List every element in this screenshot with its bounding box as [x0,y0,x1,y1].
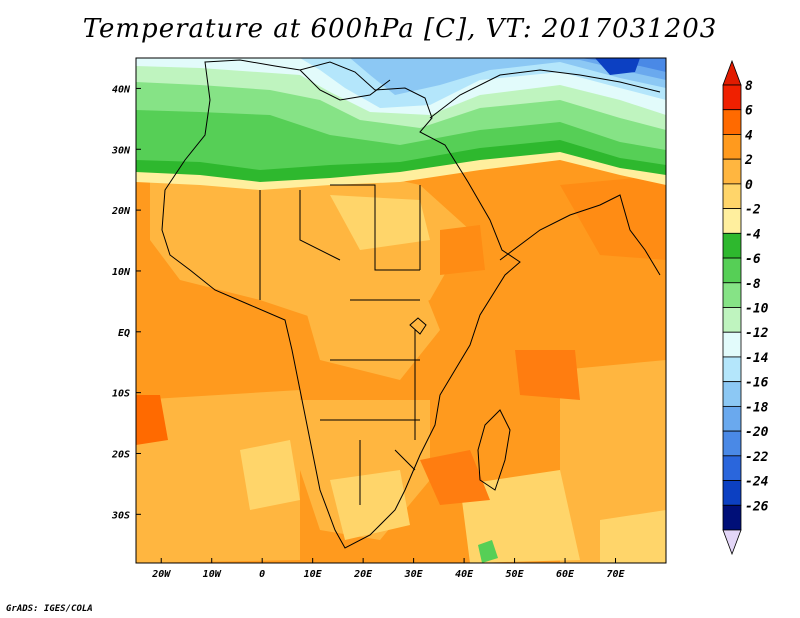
field-hot-spot-west [136,395,168,445]
colorbar-swatch [722,183,742,210]
colorbar-label: 4 [745,128,753,143]
colorbar-swatch [722,134,742,160]
credit-text: GrADS: IGES/COLA [6,604,93,614]
colorbar-swatch [722,405,742,432]
axis-ticks: 20W 10W 0 10E 20E 30E 40E 50E 60E 70E 40N 30N 20N 10N… [111,84,626,580]
lon-tick-label: 10E [304,569,323,580]
mediterranean-coast [299,69,391,101]
colorbar-label: -8 [745,277,761,292]
lon-tick-label: 40E [455,569,474,580]
field-pale-patch-4 [600,510,666,563]
lat-tick-label: 20S [111,449,130,460]
map-title: Temperature at 600hPa [C], VT: 201703120… [82,14,718,44]
field-indian-ocean-south [560,360,666,563]
field-central-africa [300,280,440,380]
field-pale-patch-2 [330,470,410,540]
lon-tick-label: 70E [606,569,625,580]
colorbar-label: -18 [745,400,769,415]
colorbar-swatch [722,455,742,481]
lake-victoria [409,317,427,335]
lon-tick-label: 20E [353,569,373,580]
lon-tick-label: 20W [151,569,171,580]
field-cold-core [595,58,640,75]
colorbar-swatch [722,257,742,284]
lon-tick-label: 10W [203,569,222,580]
field-hot-spot-mozambique [420,450,490,505]
field-green-spot [478,540,498,563]
asia-coast [499,194,661,276]
field-pale-patch-5 [330,195,430,250]
colorbar-label: 0 [745,178,753,193]
field-band-m16 [350,58,666,95]
colorbar-label: 6 [745,104,753,119]
colorbar: 8 6 4 2 0 -2 -4 -6 -8 -10 -12 -14 -16 -18 -20 -22 -24 -26 [722,59,769,556]
colorbar-swatch [722,307,742,333]
africa-coast [161,59,521,549]
colorbar-top-arrow [722,59,742,86]
colorbar-label: -20 [745,425,769,440]
colorbar-swatch [722,109,742,135]
colorbar-swatch [722,158,742,185]
lat-tick-label: 40N [112,84,131,95]
lon-tick-label: 0 [259,569,265,580]
colorbar-swatch [722,282,742,308]
colorbar-label: -26 [745,499,769,514]
lon-tick-label: 60E [556,569,575,580]
colorbar-swatch [722,84,742,111]
colorbar-swatch [722,208,742,234]
colorbar-label: -14 [745,351,769,366]
colorbar-label: -16 [745,376,769,391]
lat-tick-label: 20N [111,206,131,217]
lon-tick-label: 50E [506,569,525,580]
colorbar-bottom-arrow [722,529,742,556]
field-hot-spot-ethiopia [440,225,485,275]
plot-frame [135,57,667,564]
colorbar-label: 2 [744,153,753,168]
coastlines [161,59,661,549]
lat-tick-label: 10S [112,389,130,400]
country-borders [259,184,421,505]
colorbar-swatch [722,331,742,358]
colorbar-swatch [722,381,742,407]
colorbar-label: -10 [745,302,769,317]
lat-tick-label: 10N [112,267,131,278]
lat-tick-label: EQ [118,328,130,339]
temperature-field [136,58,666,563]
colorbar-label: -6 [745,252,761,267]
field-pale-patch-3 [460,470,580,563]
lon-tick-label: 30E [404,569,424,580]
lat-tick-label: 30N [111,145,131,156]
colorbar-label: -22 [745,450,769,465]
field-hot-spot-arabia [560,175,666,260]
colorbar-swatch [722,232,742,259]
colorbar-label: -2 [745,203,761,218]
colorbar-swatch [722,480,742,506]
colorbar-swatch [722,430,742,457]
field-band-m20 [580,58,666,72]
colorbar-swatch [722,356,742,383]
lat-tick-label: 30S [111,510,130,521]
colorbar-label: -24 [745,475,769,490]
middle-east-coast [429,69,661,119]
field-pale-patch-1 [240,440,300,510]
colorbar-label: 8 [745,79,753,94]
colorbar-label: -4 [745,227,761,242]
madagascar-coast [477,409,511,491]
colorbar-swatch [722,504,742,531]
field-south-atlantic [136,390,300,563]
colorbar-label: -12 [745,326,769,341]
field-hot-spot-indian [515,350,580,400]
